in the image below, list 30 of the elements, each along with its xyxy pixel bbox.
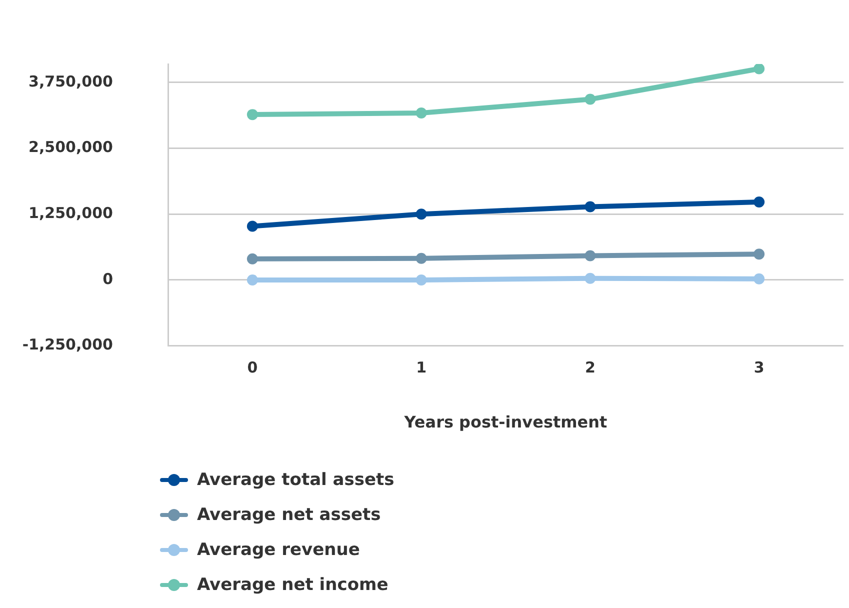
y-tick-label: 3,750,000: [28, 72, 113, 90]
x-tick-label: 0: [247, 358, 258, 377]
point: [584, 94, 596, 105]
x-tick-label: 1: [416, 358, 427, 377]
point: [246, 220, 258, 232]
legend-label: Average net assets: [197, 504, 381, 524]
y-tick-label: 0: [102, 270, 113, 288]
x-tick-label: 2: [584, 358, 596, 377]
x-tick-label: 3: [754, 358, 764, 377]
point: [754, 248, 765, 260]
legend-label: Average net income: [197, 574, 388, 594]
point: [754, 196, 765, 208]
point: [246, 274, 258, 286]
point: [754, 273, 765, 284]
legend-label: Average total assets: [197, 470, 394, 490]
point: [246, 253, 258, 264]
point: [584, 250, 596, 262]
y-tick-label: -1,250,000: [22, 336, 113, 354]
x-axis-title: Years post-investment: [403, 412, 608, 432]
point: [754, 64, 765, 74]
point: [246, 109, 258, 120]
point: [416, 252, 427, 264]
y-tick-label: 2,500,000: [28, 138, 113, 156]
legend-label: Average revenue: [197, 540, 360, 560]
point: [416, 208, 427, 220]
point: [584, 272, 596, 284]
y-tick-label: 1,250,000: [28, 204, 113, 222]
point: [584, 201, 596, 212]
point: [416, 107, 427, 118]
point: [416, 274, 427, 286]
